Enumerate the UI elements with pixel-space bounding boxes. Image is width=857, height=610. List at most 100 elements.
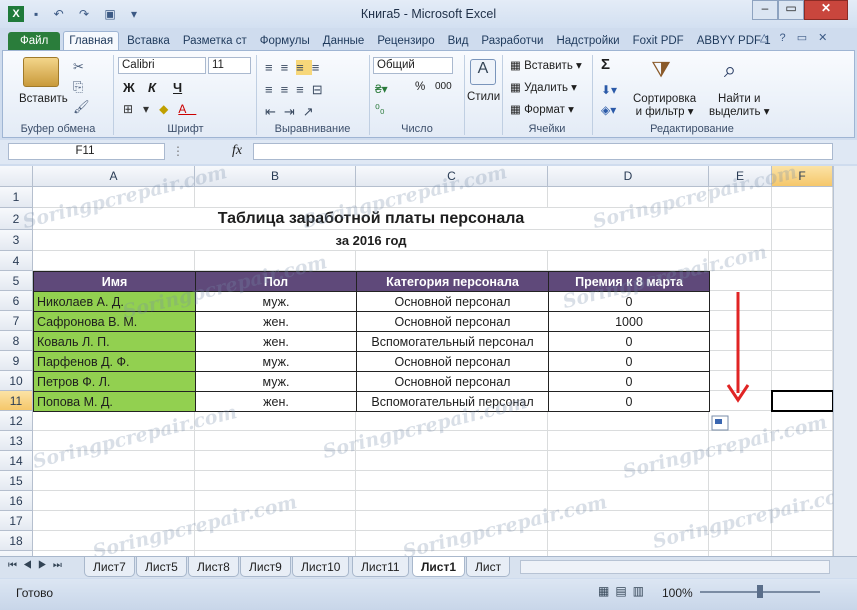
formula-input[interactable]	[253, 143, 833, 160]
table-cell[interactable]: 0	[548, 391, 710, 412]
title-cell[interactable]: Таблица заработной платы персонала	[33, 208, 709, 230]
table-cell[interactable]: Основной персонал	[356, 291, 549, 312]
close-button[interactable]: ✕	[804, 0, 848, 20]
name-cell[interactable]: Сафронова В. М.	[33, 311, 196, 332]
ribbon-tab[interactable]: Главная	[63, 31, 120, 50]
table-header-cell[interactable]: Премия к 8 марта	[548, 271, 710, 292]
cell[interactable]	[772, 311, 833, 331]
cell[interactable]	[709, 531, 772, 551]
name-cell[interactable]: Попова М. Д.	[33, 391, 196, 412]
fx-button[interactable]: fx	[232, 143, 243, 158]
sheet-tab[interactable]: Лист	[466, 557, 511, 577]
row-header[interactable]: 7	[0, 311, 33, 331]
row-header[interactable]: 12	[0, 411, 33, 431]
cell[interactable]	[33, 451, 195, 471]
ribbon-tab[interactable]: Foxit PDF	[632, 35, 684, 47]
cell[interactable]	[356, 511, 548, 531]
cell[interactable]	[772, 187, 833, 208]
cell[interactable]	[195, 251, 356, 271]
select-all[interactable]	[0, 166, 33, 187]
bold-button[interactable]: Ж	[123, 80, 135, 95]
cell[interactable]	[709, 511, 772, 531]
table-cell[interactable]: 0	[548, 371, 710, 392]
cell[interactable]	[548, 531, 709, 551]
cell[interactable]	[33, 187, 195, 208]
cell[interactable]	[548, 187, 709, 208]
delete-cells-button[interactable]: ▦ Удалить ▾	[510, 82, 577, 94]
percent-button[interactable]: %	[415, 81, 426, 93]
table-cell[interactable]: 0	[548, 291, 710, 312]
row-header[interactable]: 15	[0, 471, 33, 491]
cell[interactable]	[356, 411, 548, 431]
cell[interactable]	[356, 471, 548, 491]
sheet-tab[interactable]: Лист5	[136, 557, 187, 577]
number-tools[interactable]: ₴▾ ⁰₀	[375, 82, 388, 116]
cell[interactable]	[709, 251, 772, 271]
cell[interactable]	[548, 511, 709, 531]
row-header[interactable]: 11	[0, 391, 33, 411]
cell[interactable]	[548, 551, 709, 556]
cell[interactable]	[195, 411, 356, 431]
font-tools[interactable]: ⊞▾◆A	[123, 102, 197, 116]
table-cell[interactable]: 0	[548, 331, 710, 352]
cell[interactable]	[772, 551, 833, 556]
cell[interactable]	[772, 531, 833, 551]
cell[interactable]	[709, 208, 772, 230]
ribbon-controls[interactable]: △ ? ▭ ✕	[760, 32, 832, 44]
cell[interactable]	[548, 451, 709, 471]
cell[interactable]	[709, 491, 772, 511]
cell[interactable]	[709, 471, 772, 491]
cell[interactable]	[548, 411, 709, 431]
cell[interactable]	[195, 491, 356, 511]
row-header[interactable]: 14	[0, 451, 33, 471]
cell[interactable]	[709, 451, 772, 471]
table-cell[interactable]: муж.	[195, 351, 357, 372]
cell[interactable]	[356, 531, 548, 551]
cell[interactable]	[772, 371, 833, 391]
ribbon-tab[interactable]: Вид	[447, 35, 469, 47]
cell[interactable]	[772, 230, 833, 251]
sort-filter-button[interactable]: Сортировка и фильтр ▾	[633, 93, 697, 118]
zoom-level[interactable]: 100%	[662, 586, 693, 600]
sheet-nav[interactable]: ⏮◀▶⏭	[8, 560, 68, 571]
column-header[interactable]: D	[548, 166, 709, 187]
table-header-cell[interactable]: Пол	[195, 271, 357, 292]
insert-cells-button[interactable]: ▦ Вставить ▾	[510, 60, 582, 72]
ribbon-tab[interactable]: Надстройки	[556, 35, 620, 47]
row-header[interactable]: 9	[0, 351, 33, 371]
number-format-box[interactable]: Общий	[373, 57, 453, 74]
cell[interactable]	[356, 431, 548, 451]
row-header[interactable]: 13	[0, 431, 33, 451]
ribbon-tab[interactable]: Данные	[322, 35, 365, 47]
cell[interactable]	[772, 208, 833, 230]
sheet-tab[interactable]: Лист7	[84, 557, 135, 577]
quick-access-toolbar[interactable]: ▪ ↶ ↷ ▣ ▾	[34, 7, 144, 21]
thousands-button[interactable]: 000	[435, 81, 452, 92]
ribbon-tab[interactable]: Вставка	[127, 35, 170, 47]
table-cell[interactable]: 1000	[548, 311, 710, 332]
cell[interactable]	[709, 331, 772, 351]
cell[interactable]	[195, 551, 356, 556]
cell[interactable]	[709, 391, 772, 411]
ribbon-tab[interactable]: Разметка ст	[182, 35, 247, 47]
cell[interactable]	[356, 551, 548, 556]
clipboard-tools[interactable]: ✂ ⎘ 🖌	[73, 59, 90, 114]
sheet-tab[interactable]: Лист11	[352, 557, 409, 577]
cell[interactable]	[195, 431, 356, 451]
cell[interactable]	[709, 230, 772, 251]
alignment-tools[interactable]: ≡≡≡≡ ≡≡≡⊟ ⇤⇥↗	[265, 60, 331, 119]
styles-button[interactable]: Стили	[467, 91, 501, 103]
table-cell[interactable]: 0	[548, 351, 710, 372]
cell[interactable]	[772, 491, 833, 511]
autosum-button[interactable]: Σ	[601, 56, 611, 73]
fill-clear-tools[interactable]: ⬇▾ ◈▾	[601, 83, 618, 117]
row-header[interactable]: 6	[0, 291, 33, 311]
cell[interactable]	[709, 431, 772, 451]
cell[interactable]	[709, 351, 772, 371]
cell[interactable]	[709, 187, 772, 208]
row-header[interactable]: 2	[0, 208, 33, 230]
name-cell[interactable]: Петров Ф. Л.	[33, 371, 196, 392]
row-header[interactable]: 1	[0, 187, 33, 208]
cell[interactable]	[548, 491, 709, 511]
cell[interactable]	[709, 551, 772, 556]
